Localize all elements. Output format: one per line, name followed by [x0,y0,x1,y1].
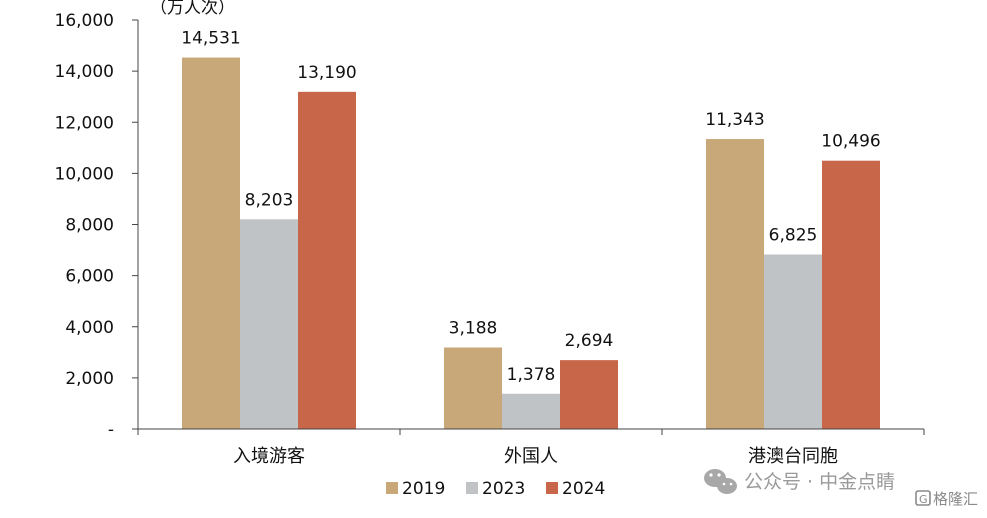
data-label-2024: 10,496 [821,132,880,152]
y-tick-label: - [108,420,114,440]
y-tick-label: 14,000 [55,62,114,82]
y-axis: - 2,000 4,000 6,000 8,000 10,000 12,000 14,000 1… [55,11,139,440]
bar-2019 [444,347,502,429]
legend-swatch-2024 [546,482,558,494]
x-category-label: 入境游客 [233,446,305,467]
data-label-2019: 14,531 [181,29,240,49]
wechat-icon [704,469,737,494]
bar-2019 [706,139,764,429]
y-tick-label: 12,000 [55,113,114,133]
y-tick-label: 16,000 [55,11,114,31]
x-category-label: 外国人 [504,446,558,467]
watermark: 公众号 · 中金点睛 G 格隆汇 [704,469,978,508]
bar-2023 [502,393,560,429]
data-label-2019: 11,343 [705,110,764,130]
data-label-2023: 6,825 [769,226,818,246]
legend-label-2024: 2024 [562,479,605,499]
legend-label-2019: 2019 [402,479,445,499]
bar-2024 [822,160,880,430]
svg-text:G: G [919,493,928,506]
bar-2023 [240,219,298,429]
y-tick-label: 4,000 [65,318,114,338]
bar-2024 [560,360,618,429]
legend: 2019 2023 2024 [386,479,605,499]
y-axis-unit-label: （万人次） [150,0,235,18]
watermark-brand-text: 格隆汇 [933,490,978,508]
x-category-label: 港澳台同胞 [748,446,838,467]
bar-2024 [298,91,356,429]
y-tick-label: 6,000 [65,267,114,287]
data-label-2024: 13,190 [297,63,356,83]
data-labels-group: 14,531 3,188 11,343 8,203 1,378 6,825 13,190 2,… [181,29,880,385]
y-tick-label: 10,000 [55,164,114,184]
data-label-2023: 1,378 [507,365,556,385]
bar-series-group [182,57,880,430]
legend-label-2023: 2023 [482,479,525,499]
legend-swatch-2023 [466,482,478,494]
gelonghui-logo-icon: G [915,490,931,506]
x-axis: 入境游客 外国人 港澳台同胞 [137,428,925,467]
bar-2019 [182,57,240,430]
watermark-text: 公众号 · 中金点睛 [744,471,895,493]
data-label-2019: 3,188 [449,319,498,339]
y-tick-label: 8,000 [65,216,114,236]
data-label-2024: 2,694 [565,331,614,351]
data-label-2023: 8,203 [245,190,294,210]
legend-swatch-2019 [386,482,398,494]
y-tick-label: 2,000 [65,369,114,389]
bar-2023 [764,254,822,429]
